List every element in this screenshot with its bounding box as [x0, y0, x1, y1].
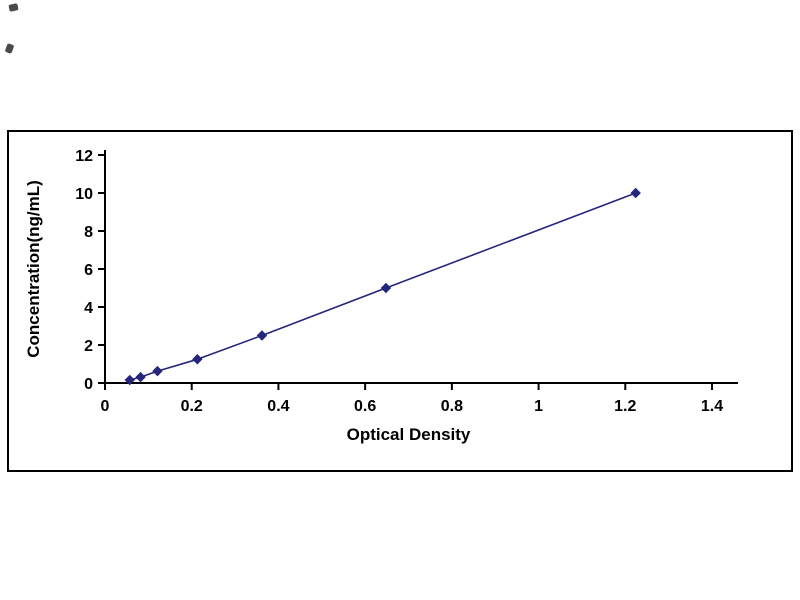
data-point-marker	[135, 371, 146, 383]
y-tick-label: 8	[84, 224, 93, 241]
standard-curve-chart: 0 2 4 6 8 10 12 0 0.2 0.4 0.6 0.8 1 1.2 1.4 Optical Den…	[24, 148, 738, 444]
y-tick-label: 2	[84, 338, 93, 355]
chart-frame: 0 2 4 6 8 10 12 0 0.2 0.4 0.6 0.8 1 1.2 1.4 Optical Den…	[7, 130, 793, 472]
y-axis-title: Concentration(ng/mL)	[24, 180, 43, 358]
x-tick-label: 1.2	[614, 398, 636, 415]
smudge-artifact	[8, 3, 19, 12]
data-point-marker	[256, 330, 268, 341]
y-tick-label: 0	[84, 376, 93, 393]
data-point-marker	[152, 365, 163, 377]
data-point-marker	[630, 187, 641, 199]
x-tick-label: 0.2	[181, 398, 203, 415]
x-tick-label: 0.6	[354, 398, 376, 415]
x-tick-label: 1	[534, 398, 543, 415]
data-point-marker	[380, 282, 392, 294]
y-tick-label: 12	[75, 148, 93, 165]
smudge-artifact	[4, 43, 15, 54]
x-tick-label: 0.8	[441, 398, 463, 415]
x-axis-title: Optical Density	[347, 425, 471, 444]
data-point-marker	[124, 374, 135, 386]
x-tick-label: 1.4	[701, 398, 723, 415]
data-point-marker	[192, 354, 203, 365]
y-tick-label: 4	[84, 300, 93, 317]
x-tick-label: 0	[101, 398, 110, 415]
y-tick-label: 6	[84, 262, 93, 279]
y-tick-label: 10	[75, 186, 93, 203]
x-tick-label: 0.4	[267, 398, 289, 415]
